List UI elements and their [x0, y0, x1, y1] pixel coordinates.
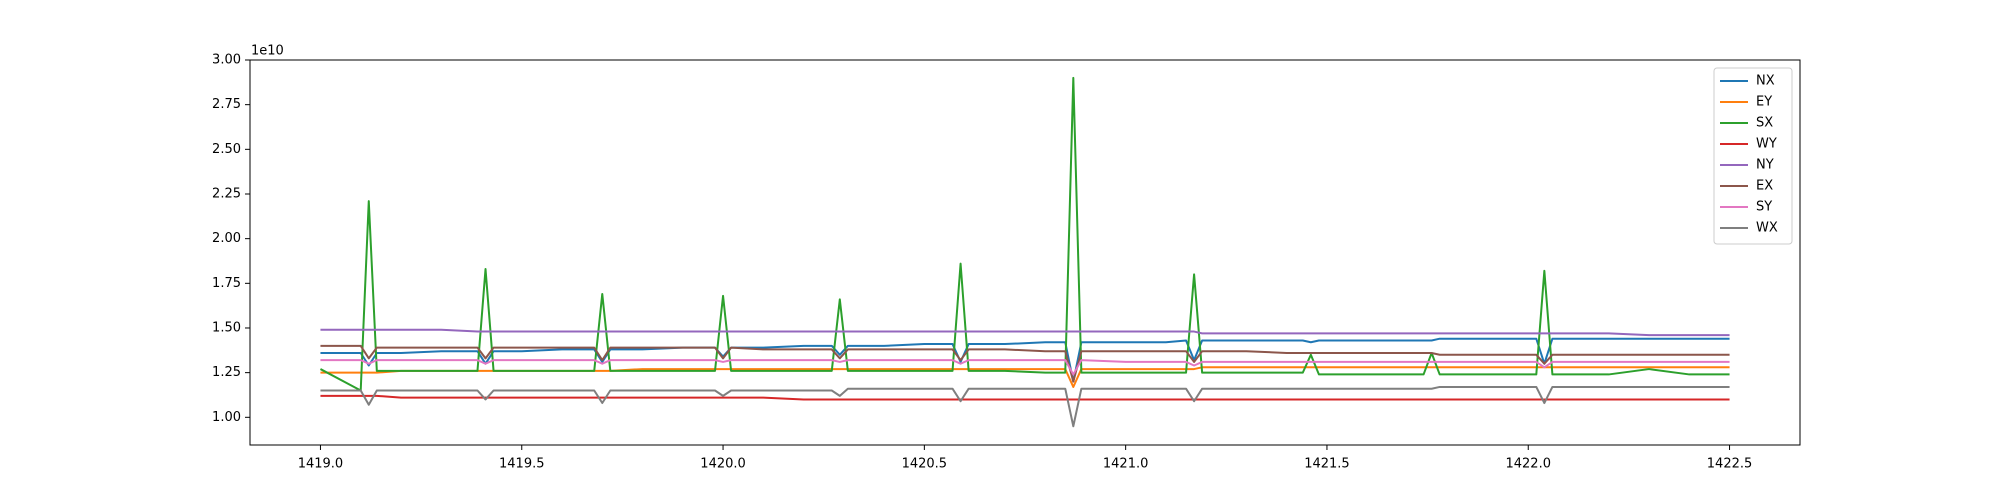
series-line	[320, 385, 1730, 428]
x-tick-label: 1420.0	[700, 457, 746, 472]
y-tick-label: 1.75	[212, 276, 241, 291]
legend-label: SX	[1756, 116, 1773, 131]
series-line	[320, 344, 1730, 383]
series-line	[320, 328, 1730, 337]
x-tick-label: 1420.5	[902, 457, 948, 472]
y-tick-label: 2.50	[212, 142, 241, 157]
x-tick-label: 1419.5	[499, 457, 545, 472]
series-line	[320, 359, 1730, 376]
legend-label: SY	[1756, 200, 1772, 215]
y-tick-label: 2.75	[212, 97, 241, 112]
series-line	[319, 76, 1730, 392]
x-tick-label: 1421.0	[1103, 457, 1149, 472]
series-line	[320, 337, 1730, 383]
legend-label: EY	[1756, 95, 1772, 110]
y-tick-label: 1.00	[212, 410, 241, 425]
x-tick-label: 1422.0	[1505, 457, 1551, 472]
legend-label: WY	[1756, 137, 1777, 152]
y-tick-label: 2.25	[212, 186, 241, 201]
x-tick-label: 1419.0	[298, 457, 344, 472]
legend-box	[1713, 67, 1793, 245]
y-tick-label: 2.00	[212, 231, 241, 246]
legend-label: NY	[1756, 158, 1774, 173]
series-line	[320, 394, 1730, 401]
legend: NX EY SX WY NY EX SY WX	[1713, 67, 1793, 245]
y-tick-label: 1.25	[212, 365, 241, 380]
legend-label: NX	[1756, 74, 1775, 89]
y-tick-label: 3.00	[212, 53, 241, 68]
x-tick-label: 1421.5	[1304, 457, 1350, 472]
y-offset-label: 1e10	[251, 44, 284, 59]
legend-label: EX	[1756, 179, 1773, 194]
x-tick-label: 1422.5	[1707, 457, 1753, 472]
legend-label: WX	[1756, 221, 1778, 236]
y-tick-label: 1.50	[212, 320, 241, 335]
plot-frame	[249, 59, 1801, 446]
